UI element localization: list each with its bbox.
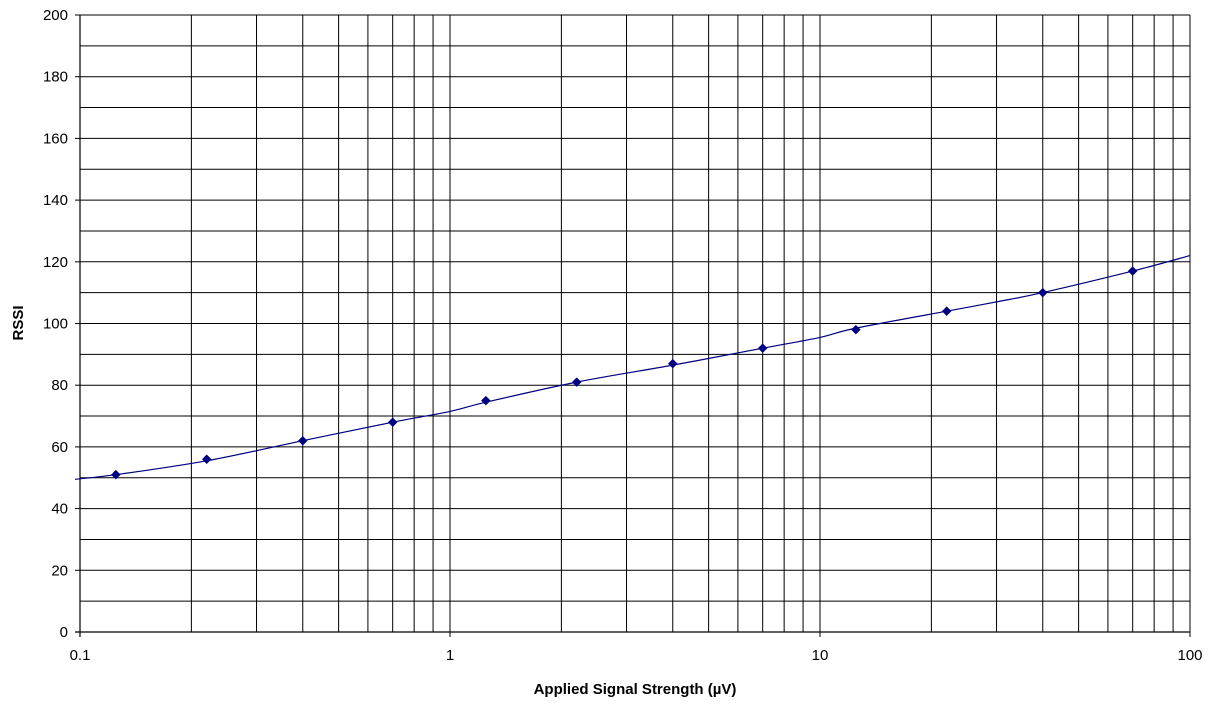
data-point-marker <box>757 343 768 354</box>
x-tick-label: 0.1 <box>70 647 91 664</box>
x-tick-label: 10 <box>812 647 829 664</box>
x-tick-label: 1 <box>446 647 454 664</box>
grid-lines <box>79 14 1191 633</box>
data-point-marker <box>1037 287 1048 298</box>
y-tick-label: 60 <box>51 439 68 456</box>
y-tick-label: 40 <box>51 501 68 518</box>
data-point-marker <box>1127 266 1138 276</box>
axes <box>75 14 1191 637</box>
data-point-marker <box>941 306 952 317</box>
y-axis-title: RSSI <box>10 305 27 340</box>
data-points <box>111 266 1138 480</box>
x-tick-label: 100 <box>1177 647 1202 664</box>
y-tick-label: 80 <box>51 377 68 394</box>
y-tick-label: 160 <box>43 130 68 147</box>
y-tick-label: 0 <box>60 624 68 641</box>
y-tick-labels: 0 20 40 60 80 100 120 140 160 180 200 <box>43 7 68 641</box>
data-point-marker <box>111 469 121 480</box>
y-tick-label: 200 <box>43 7 68 24</box>
y-tick-label: 100 <box>43 316 68 333</box>
trendline <box>74 255 1191 480</box>
x-axis-title: Applied Signal Strength (µV) <box>534 681 737 698</box>
y-tick-label: 120 <box>43 254 68 271</box>
data-point-marker <box>481 395 491 406</box>
data-point-marker <box>297 435 308 446</box>
y-tick-label: 140 <box>43 192 68 209</box>
y-tick-label: 180 <box>43 69 68 86</box>
x-tick-labels: 0.1 1 10 100 <box>70 647 1203 664</box>
data-point-marker <box>851 324 861 335</box>
y-tick-label: 20 <box>51 562 68 579</box>
data-point-marker <box>667 358 678 369</box>
data-point-marker <box>201 454 212 465</box>
data-point-marker <box>387 417 398 428</box>
data-point-marker <box>571 377 582 387</box>
